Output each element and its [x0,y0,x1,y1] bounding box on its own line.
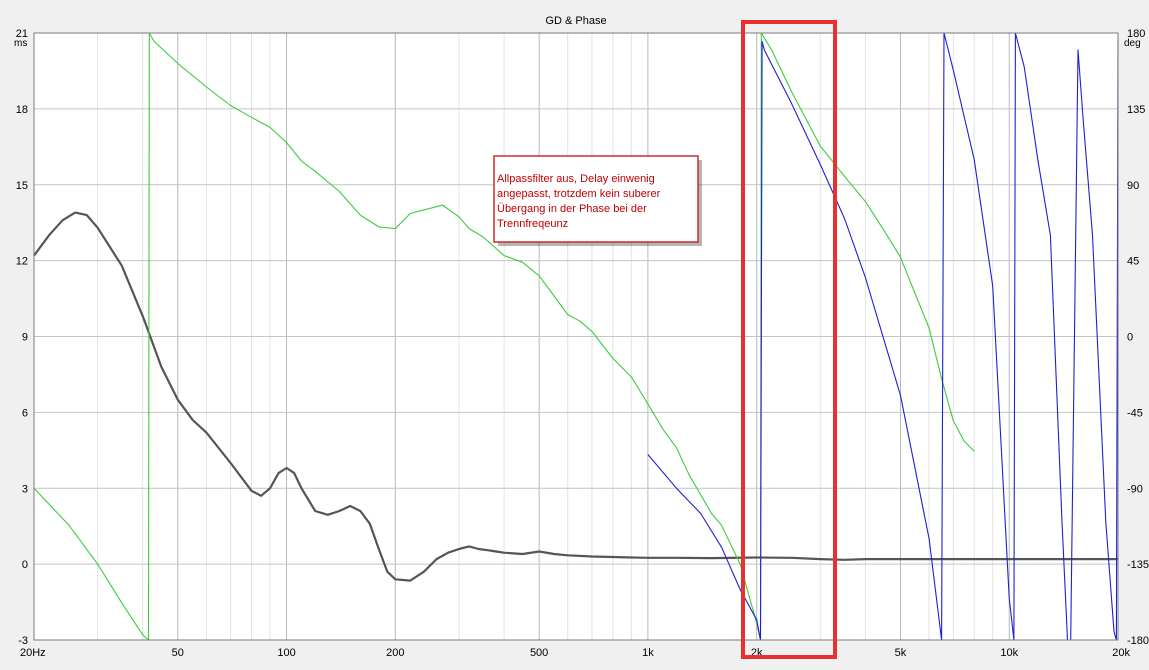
y-right-tick-label: 180 [1127,28,1145,40]
y-right-tick-label: 0 [1127,332,1133,344]
annotation-line-1: Allpassfilter aus, Delay einwenig [497,173,655,185]
y-right-tick-label: -135 [1127,559,1149,571]
y-right-tick-label: 90 [1127,180,1139,192]
series-line-1 [33,211,1118,582]
y-right-tick-label: -45 [1127,407,1143,419]
annotation-line-3: Übergang in der Phase bei der [497,203,647,215]
y-left-tick-label: -3 [18,635,28,647]
x-tick-label: 5k [895,647,907,659]
y-left-tick-label: 12 [16,256,28,268]
y-right-tick-label: 45 [1127,256,1139,268]
y-left-unit: ms [14,38,27,49]
series-line-3 [647,32,1119,641]
x-tick-label: 500 [530,647,548,659]
x-tick-label: 10k [1000,647,1018,659]
y-left-tick-label: 21 [16,28,28,40]
y-right-tick-label: 135 [1127,104,1145,116]
series-layer [33,32,1119,641]
x-tick-label: 1k [642,647,654,659]
x-tick-label: 200 [386,647,404,659]
y-right-tick-label: -90 [1127,483,1143,495]
plot-border [33,32,1119,641]
x-tick-label: 50 [172,647,184,659]
y-left-tick-label: 18 [16,104,28,116]
y-left-tick-label: 9 [22,332,28,344]
y-left-tick-label: 6 [22,407,28,419]
x-tick-label: 20k [1112,647,1130,659]
x-tick-label: 20Hz [20,647,46,659]
x-tick-labels: 20Hz 50 100 200 500 1k 2k 5k 10k 20k [20,647,1130,659]
series-line-2 [33,32,975,641]
highlight-rectangle [741,20,837,659]
y-left-tick-label: 15 [16,180,28,192]
y-left-tick-label: 3 [22,483,28,495]
y-left-tick-label: 0 [22,559,28,571]
y-right-tick-labels: -180 -135 -90 -45 0 45 90 135 180 [1127,28,1149,647]
y-right-unit: deg [1124,38,1141,49]
chart-title: GD & Phase [545,15,606,27]
annotation-box: Allpassfilter aus, Delay einwenig angepa… [493,155,702,246]
x-tick-label: 100 [277,647,295,659]
annotation-line-2: angepasst, trotzdem kein suberer [497,188,661,200]
y-left-tick-labels: -3 0 3 6 9 12 15 18 21 [16,28,28,647]
grid [33,32,1119,641]
annotation-line-4: Trennfreqeunz [497,218,568,230]
y-right-tick-label: -180 [1127,635,1149,647]
